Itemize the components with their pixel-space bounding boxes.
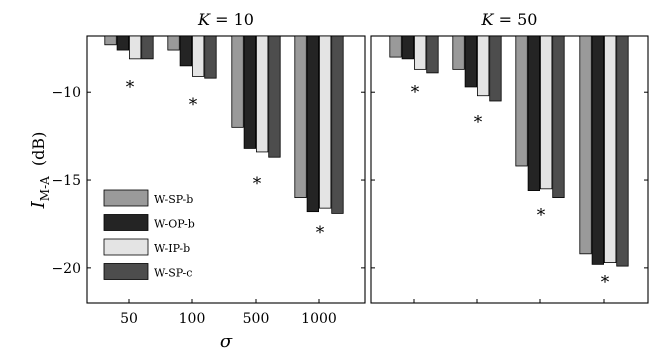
bar-w-op-b-1 (401, 35, 415, 60)
legend-swatch (103, 189, 149, 207)
asterisk-marker: * (316, 223, 325, 243)
legend-swatch (103, 238, 149, 256)
bar-w-sp-c-3 (268, 35, 281, 158)
bar-w-ip-b-1 (413, 35, 427, 70)
bar-w-sp-b-3 (515, 35, 528, 167)
x-tick-label: 100 (179, 311, 206, 327)
panel-title: K = 50 (481, 10, 538, 29)
bar-w-ip-b-3 (540, 35, 553, 190)
bar-w-sp-c-2 (204, 35, 217, 79)
legend-swatch (103, 263, 149, 280)
bar-w-sp-b-2 (167, 35, 180, 51)
bar-w-op-b-2 (464, 35, 478, 88)
legend-swatch (103, 214, 149, 231)
bar-w-op-b-3 (243, 35, 257, 149)
panel-frame (370, 35, 649, 304)
y-tick-label: −20 (51, 261, 81, 277)
legend-label: W-SP-b (154, 193, 193, 206)
panel-title-variable: K (481, 10, 495, 29)
bar-w-sp-c-2 (489, 35, 502, 102)
panel-frame (86, 35, 366, 304)
bar-w-op-b-2 (179, 35, 193, 67)
bar-w-op-b-3 (527, 35, 540, 191)
asterisk-marker: * (189, 95, 198, 115)
chart-panel-2: K = 50 * * * * (370, 10, 649, 304)
bar-w-sp-b-4 (294, 35, 307, 199)
panel-title-value: = 10 (210, 10, 254, 29)
y-axis-label: IM-A (dB) (28, 132, 52, 210)
bar-w-sp-c-1 (426, 35, 439, 74)
asterisk-marker: * (601, 272, 610, 292)
x-axis-label: σ (220, 331, 233, 350)
x-tick-label: 1000 (301, 311, 337, 327)
y-axis-label-unit: (dB) (29, 132, 48, 166)
panel-title-value: = 50 (494, 10, 538, 29)
bar-w-sp-c-4 (331, 35, 344, 214)
asterisk-marker: * (126, 77, 135, 97)
bar-w-op-b-1 (116, 35, 129, 51)
legend-label: W-OP-b (154, 218, 195, 231)
asterisk-marker: * (253, 174, 262, 194)
y-axis-label-subscript: M-A (38, 176, 52, 201)
bar-w-ip-b-3 (255, 35, 269, 153)
bar-w-sp-b-4 (579, 35, 592, 255)
bar-w-ip-b-2 (476, 35, 490, 97)
legend-label: W-IP-b (154, 242, 190, 255)
y-tick-label: −15 (51, 173, 81, 189)
legend-label: W-SP-c (154, 267, 192, 280)
asterisk-marker: * (411, 83, 420, 103)
bar-w-op-b-4 (306, 35, 320, 213)
x-tick-label: 50 (120, 311, 138, 327)
chart-panel-1: K = 10 −10 −15 −20 * * * * 50 100 500 1000 (51, 10, 366, 327)
legend: W-SP-b W-OP-b W-IP-b W-SP-c (103, 189, 195, 280)
asterisk-marker: * (474, 113, 483, 133)
asterisk-marker: * (537, 206, 546, 226)
bar-w-ip-b-2 (191, 35, 205, 77)
panel-title-variable: K (197, 10, 211, 29)
bar-w-sp-b-1 (104, 35, 117, 46)
bar-w-ip-b-1 (128, 35, 142, 60)
panel-title: K = 10 (197, 10, 254, 29)
bar-w-sp-b-2 (452, 35, 465, 70)
bar-w-sp-c-1 (141, 35, 154, 60)
bar-w-sp-c-4 (616, 35, 629, 267)
y-axis-label-symbol: I (28, 200, 49, 209)
bar-w-sp-b-3 (231, 35, 244, 128)
bar-w-ip-b-4 (604, 35, 617, 263)
bar-w-ip-b-4 (318, 35, 332, 209)
bar-w-sp-b-1 (389, 35, 402, 58)
bar-w-op-b-4 (591, 35, 604, 265)
bar-w-sp-c-3 (552, 35, 565, 199)
x-tick-label: 500 (243, 311, 270, 327)
y-tick-label: −10 (51, 85, 81, 101)
